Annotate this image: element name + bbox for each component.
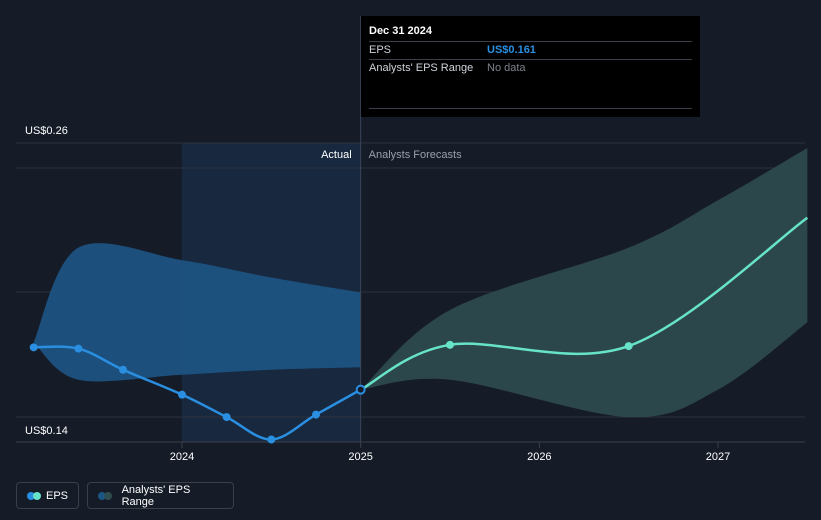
tooltip-eps-value: US$0.161 <box>487 44 536 56</box>
x-tick-label-0: 2024 <box>170 451 194 463</box>
analysts-eps-range-forecast-area <box>360 147 808 418</box>
y-axis-max-label: US$0.26 <box>25 125 68 137</box>
tooltip-row-range: Analysts' EPS Range No data <box>369 59 692 77</box>
analysts-eps-range-actual-area <box>33 243 361 382</box>
legend-eps-label: EPS <box>45 489 68 502</box>
x-tick-label-3: 2027 <box>706 451 730 463</box>
tooltip-range-key: Analysts' EPS Range <box>369 62 474 74</box>
eps-forecast-line <box>360 216 809 391</box>
eps-actual-point-1 <box>74 344 83 353</box>
eps-forecast-point-1 <box>446 340 454 349</box>
x-axis-ticks: 2024 2025 2026 2027 <box>170 442 730 463</box>
range-legend-icon <box>98 491 114 500</box>
eps-forecast-point-2 <box>624 342 633 351</box>
eps-actual-point-4 <box>222 413 231 422</box>
eps-actual-point-6 <box>312 410 320 419</box>
forecast-section-label: Analysts Forecasts <box>369 149 462 161</box>
legend-range-label: Analysts' EPS Range <box>121 483 191 508</box>
tooltip-eps-key: EPS <box>369 44 392 56</box>
hover-tooltip: Dec 31 2024 EPS US$0.161 Analysts' EPS R… <box>361 16 700 117</box>
eps-actual-point-5 <box>267 435 276 444</box>
legend-eps-button[interactable]: EPS <box>16 482 79 509</box>
eps-highlight-point <box>355 384 366 395</box>
x-tick-label-1: 2025 <box>348 451 372 463</box>
legend-range-button[interactable]: Analysts' EPS Range <box>87 482 234 509</box>
tooltip-date: Dec 31 2024 <box>369 25 432 37</box>
eps-actual-line <box>33 345 362 441</box>
eps-actual-point-3 <box>178 390 186 399</box>
y-axis-min-label: US$0.14 <box>25 425 68 437</box>
eps-actual-point-2 <box>119 365 128 374</box>
tooltip-row-eps: EPS US$0.161 <box>369 41 692 59</box>
x-tick-label-2: 2026 <box>527 451 551 463</box>
eps-points <box>29 340 633 444</box>
actual-section-label: Actual <box>321 149 352 161</box>
tooltip-range-value: No data <box>487 62 526 74</box>
eps-legend-icon <box>27 491 41 500</box>
tooltip-divider <box>369 108 692 109</box>
eps-actual-point-0 <box>29 343 38 352</box>
